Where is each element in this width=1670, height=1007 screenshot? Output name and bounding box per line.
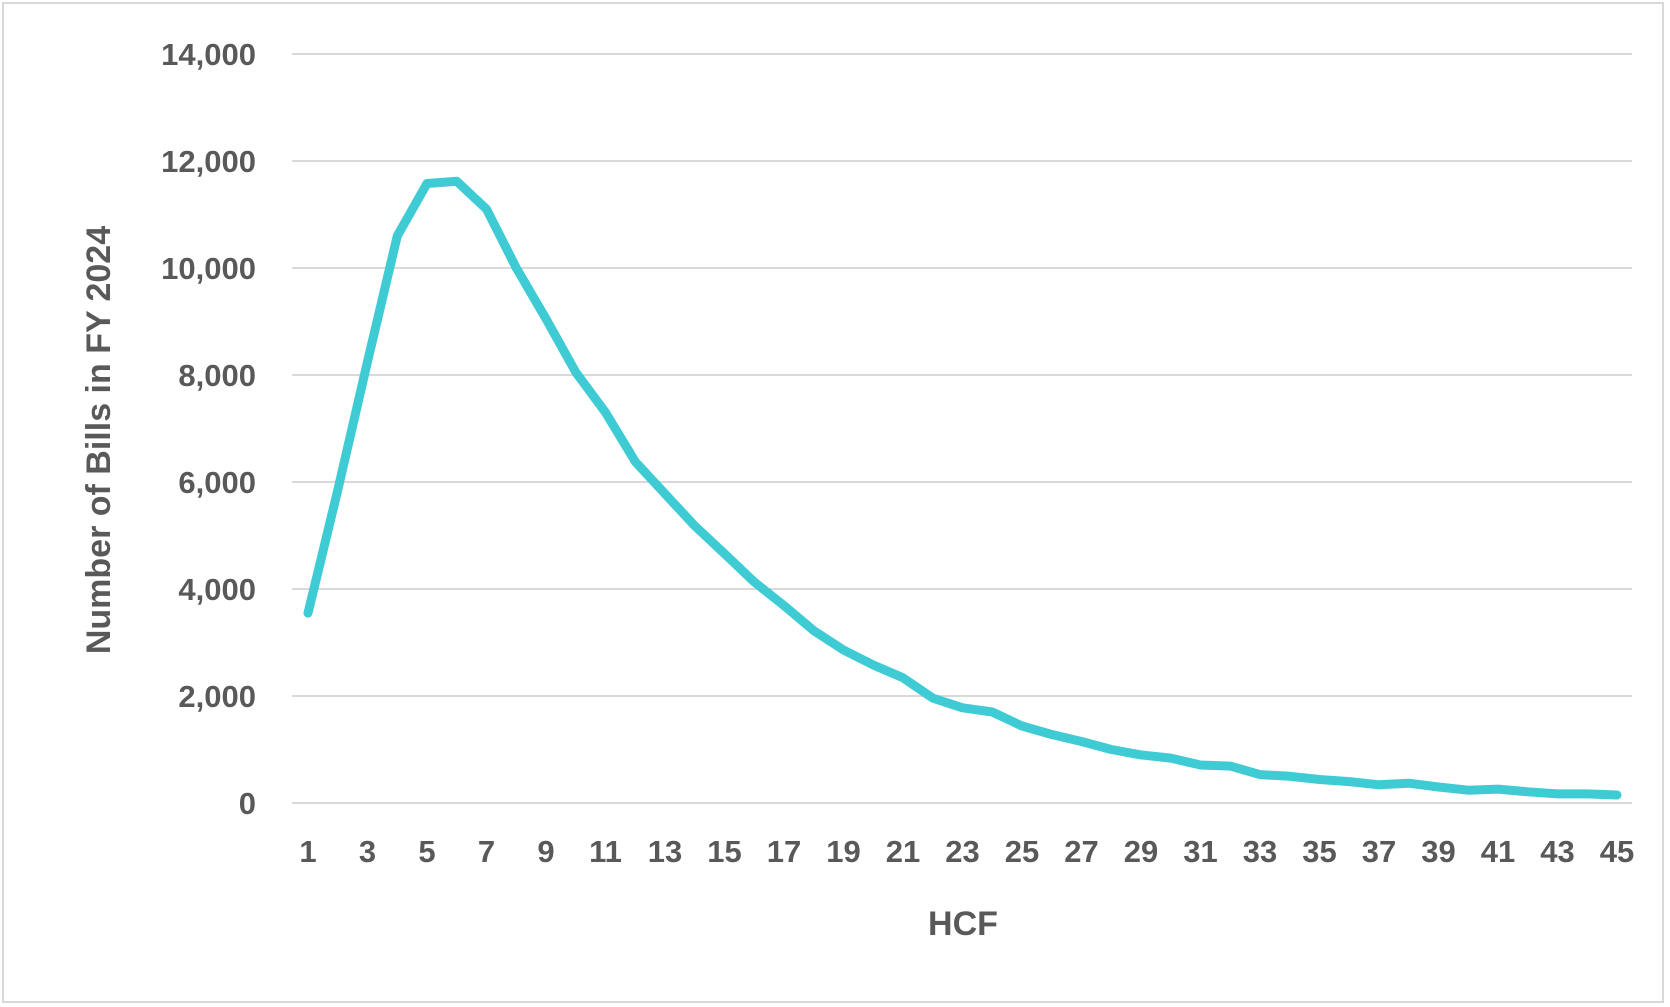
x-tick-label: 11 — [589, 834, 622, 869]
y-tick-label: 6,000 — [178, 465, 256, 500]
x-tick-label: 33 — [1243, 834, 1277, 869]
x-tick-label: 17 — [767, 834, 801, 869]
x-tick-label: 29 — [1124, 834, 1158, 869]
y-tick-label: 4,000 — [178, 572, 256, 607]
x-tick-label: 39 — [1421, 834, 1455, 869]
gridlines — [292, 53, 1632, 804]
x-tick-label: 35 — [1302, 834, 1336, 869]
series-line — [303, 176, 1622, 800]
y-axis-title: Number of Bills in FY 2024 — [80, 226, 118, 654]
y-tick-label: 0 — [239, 786, 256, 821]
y-tick-label: 10,000 — [161, 251, 256, 286]
x-tick-label: 9 — [537, 834, 554, 869]
x-tick-label: 21 — [886, 834, 920, 869]
x-tick-label: 19 — [826, 834, 860, 869]
y-axis-tick-labels: 0 2,000 4,000 6,000 8,000 10,000 12,000 14,000 — [161, 37, 256, 821]
x-tick-label: 13 — [648, 834, 682, 869]
x-tick-label: 37 — [1362, 834, 1396, 869]
x-tick-label: 7 — [478, 834, 495, 869]
x-tick-label: 43 — [1540, 834, 1574, 869]
x-tick-label: 31 — [1183, 834, 1217, 869]
x-tick-label: 3 — [359, 834, 376, 869]
x-tick-label: 27 — [1064, 834, 1098, 869]
y-tick-label: 12,000 — [161, 144, 256, 179]
x-tick-label: 45 — [1600, 834, 1634, 869]
y-tick-label: 14,000 — [161, 37, 256, 72]
y-tick-label: 2,000 — [178, 679, 256, 714]
x-tick-label: 1 — [299, 834, 316, 869]
x-tick-label: 15 — [707, 834, 741, 869]
x-tick-label: 41 — [1481, 834, 1515, 869]
x-tick-label: 25 — [1005, 834, 1039, 869]
x-tick-label: 23 — [945, 834, 979, 869]
x-axis-tick-labels: 1 3 5 7 9 11 13 15 17 19 21 23 25 27 29 31 33 35 37 39 41 43 4… — [299, 834, 1634, 869]
y-tick-label: 8,000 — [178, 358, 256, 393]
x-tick-label: 5 — [418, 834, 435, 869]
x-axis-title: HCF — [928, 905, 998, 943]
